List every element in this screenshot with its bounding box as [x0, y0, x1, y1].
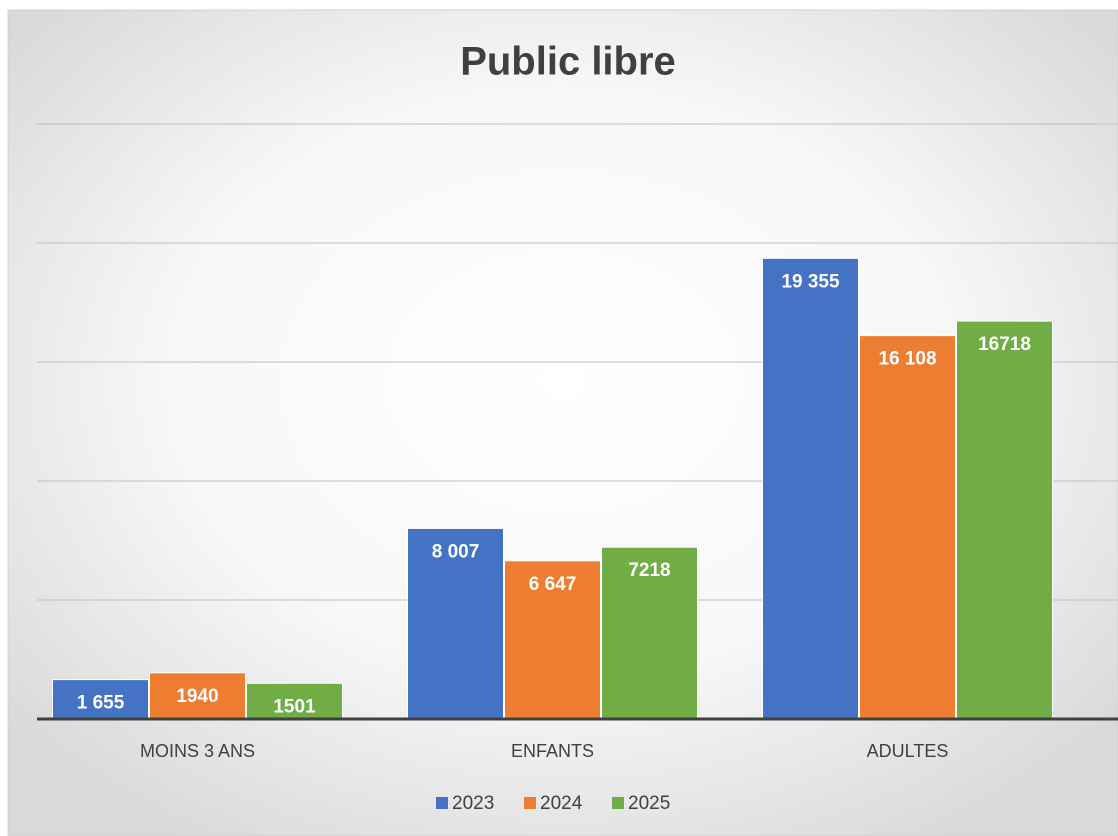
bar [956, 320, 1053, 720]
x-tick-label: ADULTES [867, 741, 949, 761]
bar [762, 257, 859, 720]
chart-title: Public libre [460, 40, 676, 84]
bar [601, 546, 698, 720]
data-label: 6 647 [529, 574, 577, 595]
data-label: 7218 [628, 560, 670, 581]
legend-swatch [524, 797, 536, 809]
x-tick-label: MOINS 3 ANS [140, 741, 255, 761]
bar [504, 560, 601, 720]
data-label: 16718 [978, 334, 1031, 355]
data-label: 19 355 [781, 271, 840, 292]
legend-label: 2024 [540, 793, 583, 814]
x-tick-label: ENFANTS [511, 741, 594, 761]
data-label: 1 655 [77, 693, 125, 714]
data-label: 1501 [273, 696, 316, 717]
data-label: 8 007 [432, 541, 480, 562]
legend-label: 2025 [628, 793, 670, 814]
bar [149, 672, 246, 720]
data-label: 1940 [176, 686, 218, 707]
legend-label: 2023 [452, 793, 494, 814]
legend-swatch [436, 797, 448, 809]
bar [246, 682, 343, 720]
legend-swatch [612, 797, 624, 809]
data-label: 16 108 [878, 349, 936, 370]
bar [407, 527, 504, 720]
bar [859, 335, 956, 720]
